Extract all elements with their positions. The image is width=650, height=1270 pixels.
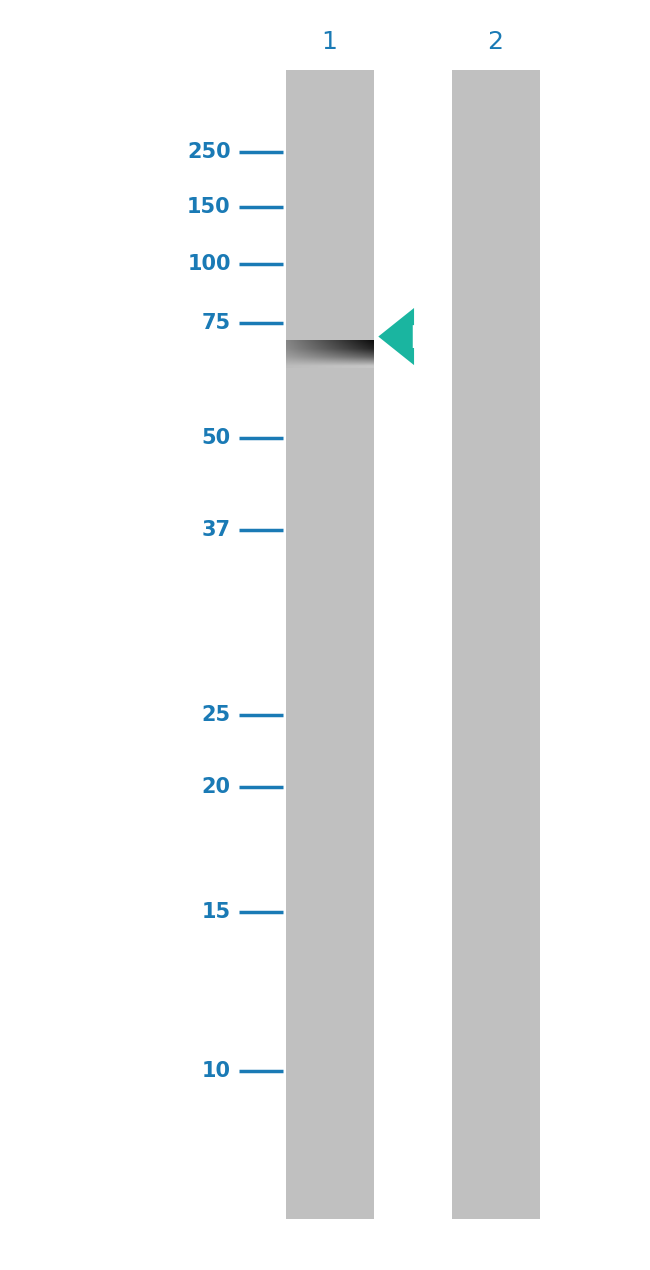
Bar (286, 70, 374, 1219)
Text: 150: 150 (187, 197, 231, 217)
FancyArrow shape (378, 309, 414, 366)
Text: 100: 100 (187, 254, 231, 274)
Text: 1: 1 (322, 30, 337, 53)
Text: 15: 15 (202, 902, 231, 922)
Text: 37: 37 (202, 519, 231, 540)
Text: 50: 50 (202, 428, 231, 448)
Text: 25: 25 (202, 705, 231, 725)
Bar (452, 70, 540, 1219)
Text: 10: 10 (202, 1060, 231, 1081)
Text: 250: 250 (187, 142, 231, 163)
Text: 75: 75 (202, 312, 231, 333)
Text: 20: 20 (202, 777, 231, 798)
Text: 2: 2 (488, 30, 503, 53)
